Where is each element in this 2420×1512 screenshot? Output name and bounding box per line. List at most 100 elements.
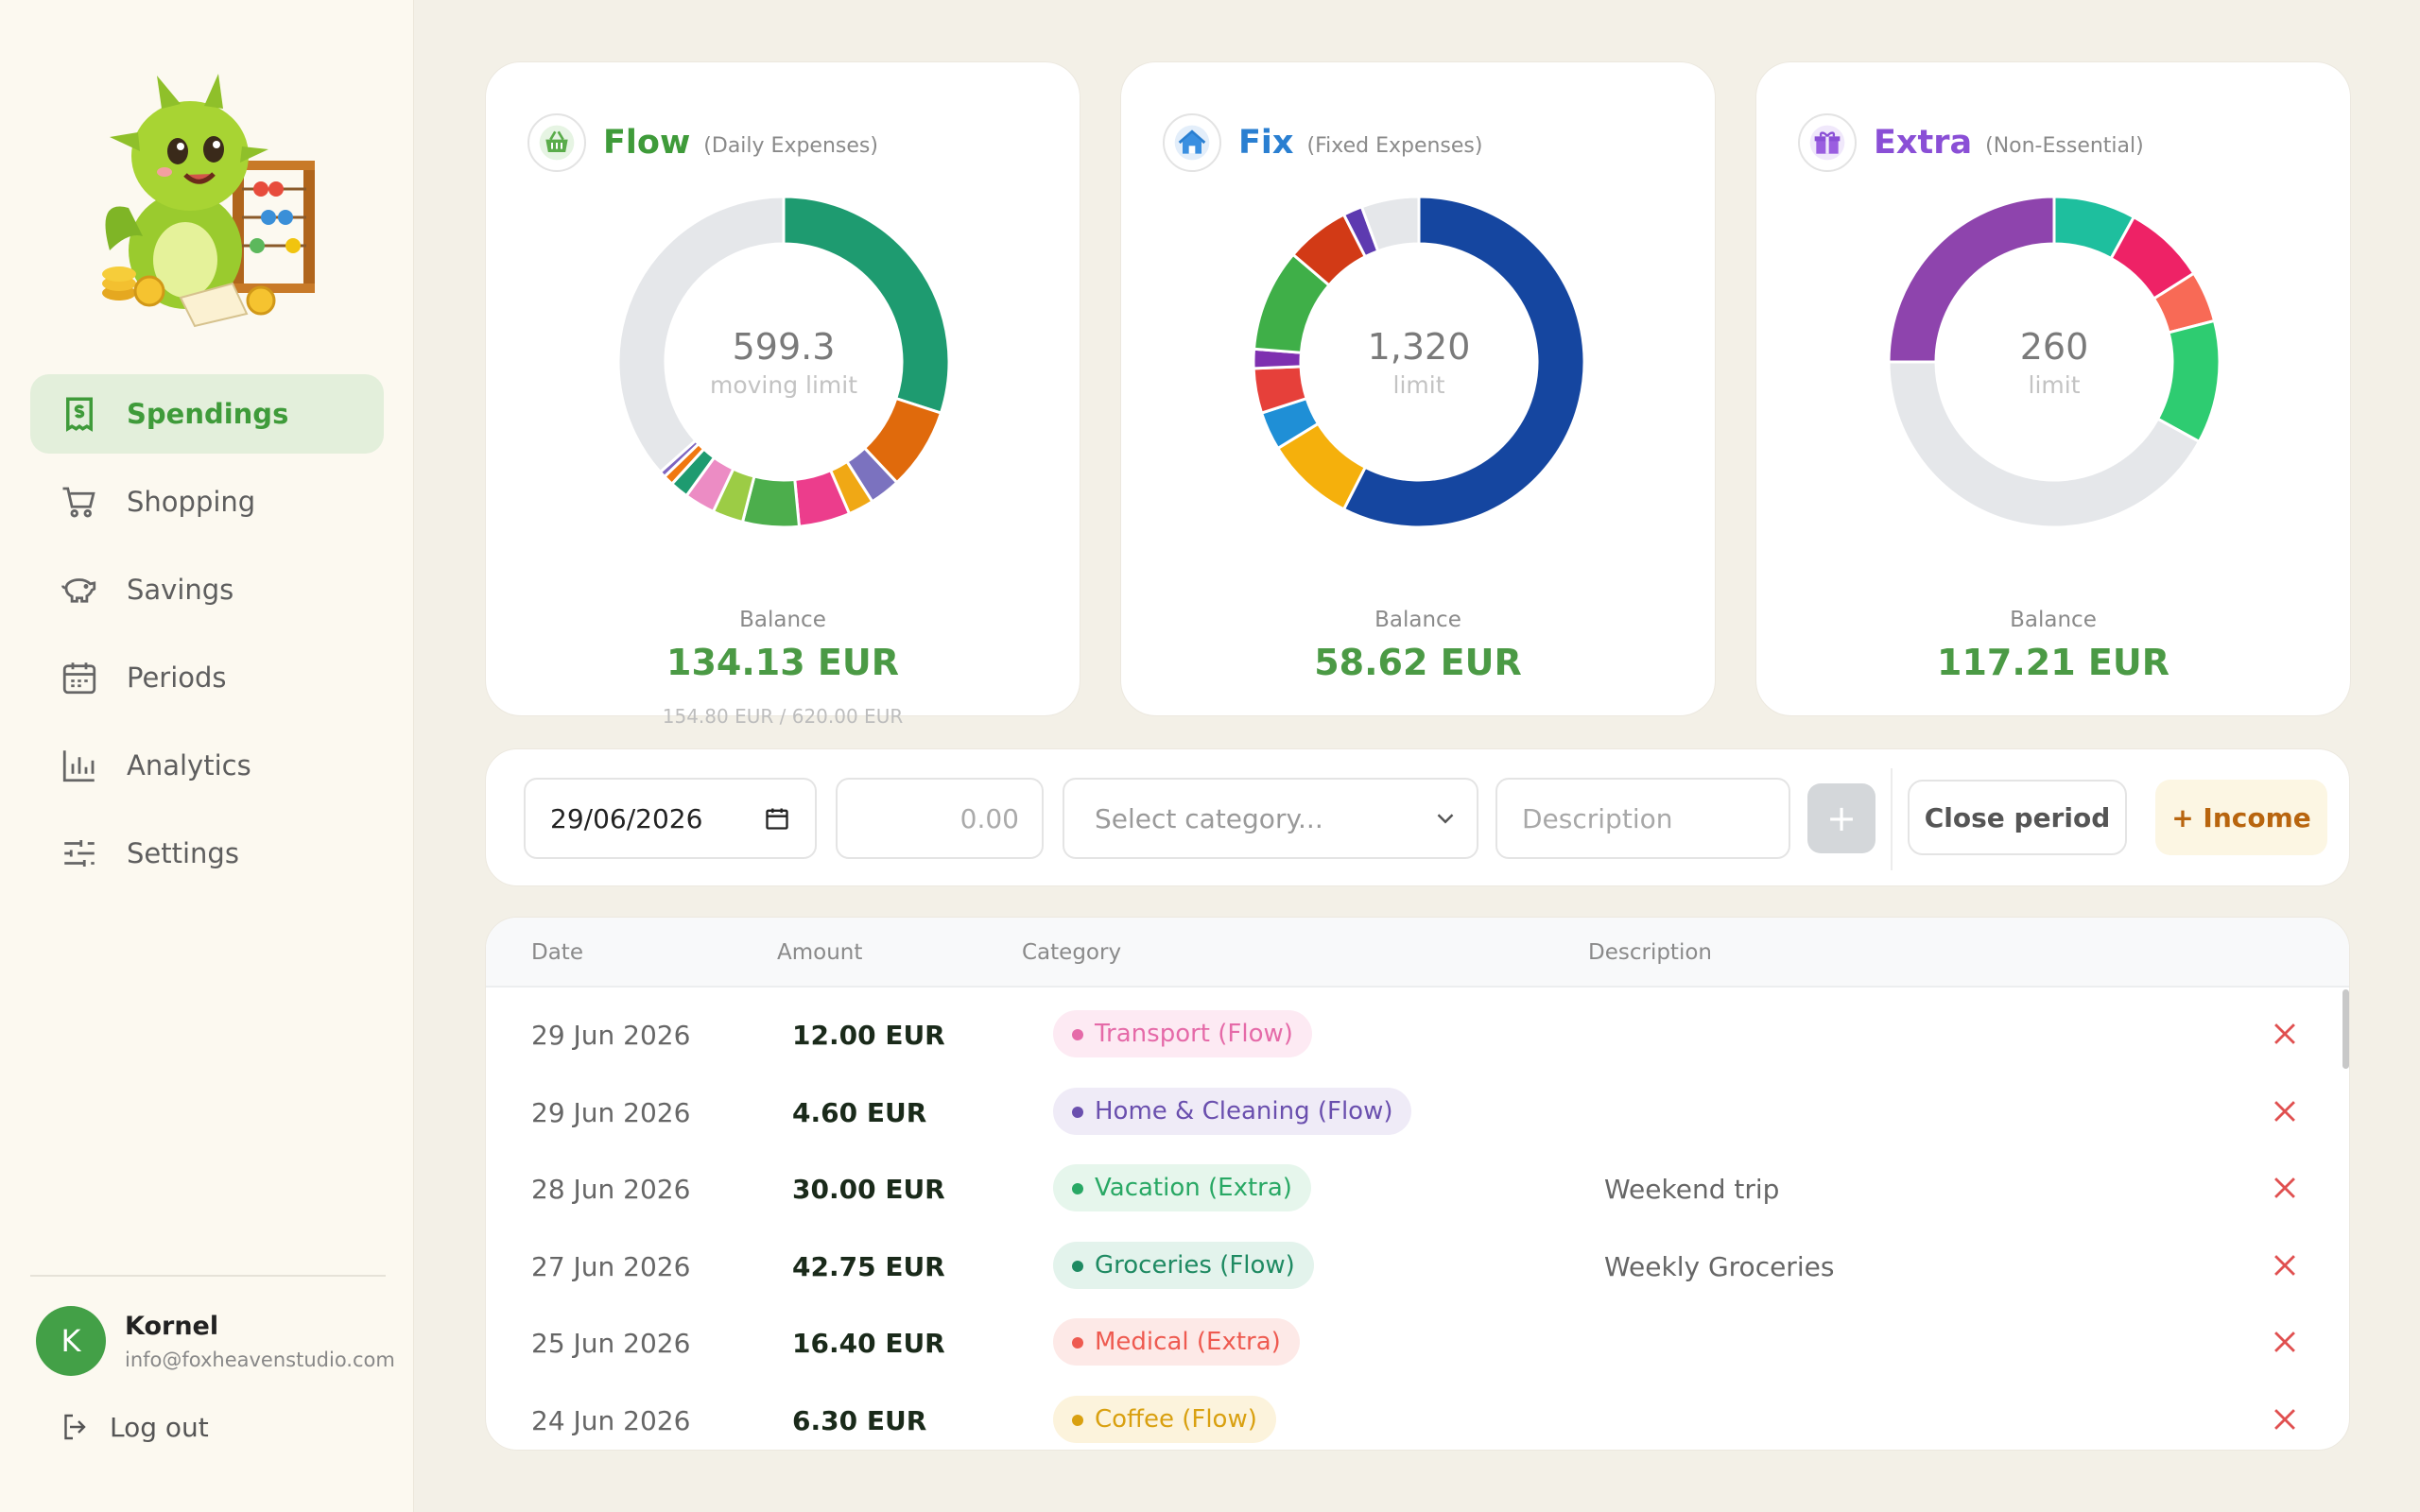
category-label: Transport (Flow) (1095, 1020, 1293, 1048)
sidebar-item-periods[interactable]: Periods (30, 638, 384, 717)
category-dot (1072, 1260, 1083, 1272)
logout-icon (64, 1414, 86, 1440)
sidebar-item-label: Shopping (127, 486, 256, 518)
row-date: 24 Jun 2026 (531, 1404, 691, 1436)
category-badge: Vacation (Extra) (1053, 1164, 1311, 1211)
row-amount: 4.60 EUR (792, 1096, 927, 1128)
column-header-amount: Amount (777, 940, 863, 965)
row-date: 25 Jun 2026 (531, 1328, 691, 1359)
table-row[interactable]: 28 Jun 2026 30.00 EUR Vacation (Extra) Week… (486, 1151, 2349, 1228)
user-email: info@foxheavenstudio.com (125, 1348, 395, 1371)
delete-icon[interactable] (2269, 1249, 2301, 1281)
table-row[interactable]: 29 Jun 2026 12.00 EUR Transport (Flow) (486, 997, 2349, 1074)
fix-card: Fix (Fixed Expenses) 1,320 limit Balance… (1120, 61, 1716, 716)
delete-icon[interactable] (2269, 1403, 2301, 1435)
card-subtitle: (Non-Essential) (1985, 133, 2144, 158)
avatar: K (36, 1306, 106, 1376)
piggy-bank-icon (59, 569, 100, 610)
donut-value: 599.3 (732, 325, 836, 368)
card-title: Flow (603, 124, 691, 162)
table-header: Date Amount Category Description (486, 918, 2349, 988)
add-income-button[interactable]: + Income (2155, 780, 2327, 855)
balance-label: Balance (1374, 608, 1461, 632)
amount-placeholder: 0.00 (959, 802, 1019, 834)
balance-value: 134.13 EUR (666, 642, 899, 683)
balance-label: Balance (739, 608, 826, 632)
donut-segment (616, 195, 786, 474)
table-row[interactable]: 29 Jun 2026 4.60 EUR Home & Cleaning (Flow… (486, 1074, 2349, 1152)
table-row[interactable]: 27 Jun 2026 42.75 EUR Groceries (Flow) Week… (486, 1228, 2349, 1306)
amount-input[interactable]: 0.00 (836, 778, 1044, 859)
add-expense-button[interactable]: + (1807, 783, 1876, 853)
date-input[interactable]: 29/06/2026 (524, 778, 817, 859)
category-placeholder: Select category... (1095, 802, 1323, 834)
sidebar-item-label: Analytics (127, 749, 251, 782)
balance-detail: 154.80 EUR / 620.00 EUR (662, 705, 904, 728)
delete-icon[interactable] (2269, 1095, 2301, 1127)
house-icon (1163, 113, 1221, 172)
logout-button[interactable]: Log out (59, 1410, 209, 1444)
card-subtitle: (Fixed Expenses) (1306, 133, 1483, 158)
category-label: Home & Cleaning (Flow) (1095, 1096, 1393, 1125)
category-badge: Home & Cleaning (Flow) (1053, 1087, 1412, 1135)
logout-label: Log out (110, 1411, 209, 1443)
description-input[interactable]: Description (1495, 778, 1790, 859)
sidebar-item-spendings[interactable]: Spendings (30, 374, 384, 454)
balance-label: Balance (2010, 608, 2097, 632)
extra-card: Extra (Non-Essential) 260 limit Balance … (1755, 61, 2351, 716)
card-subtitle: (Daily Expenses) (703, 133, 878, 158)
sidebar-item-shopping[interactable]: Shopping (30, 462, 384, 541)
sidebar-item-savings[interactable]: Savings (30, 550, 384, 629)
row-date: 28 Jun 2026 (531, 1174, 691, 1205)
category-dot (1072, 1183, 1083, 1194)
row-amount: 42.75 EUR (792, 1250, 945, 1282)
column-header-category: Category (1022, 940, 1122, 965)
receipt-dollar-icon (59, 393, 100, 435)
donut-label: limit (1392, 370, 1445, 399)
category-label: Groceries (Flow) (1095, 1250, 1295, 1280)
card-title: Extra (1874, 124, 1973, 162)
category-label: Vacation (Extra) (1095, 1174, 1292, 1202)
category-dot (1072, 1337, 1083, 1349)
row-amount: 16.40 EUR (792, 1328, 945, 1359)
sidebar-item-settings[interactable]: Settings (30, 814, 384, 893)
delete-icon[interactable] (2269, 1172, 2301, 1204)
scrollbar[interactable] (2342, 989, 2349, 1069)
sidebar-item-label: Periods (127, 662, 227, 694)
expenses-table: Date Amount Category Description 29 Jun … (485, 917, 2350, 1451)
row-amount: 30.00 EUR (792, 1174, 945, 1205)
flow-card: Flow (Daily Expenses) 599.3 moving limit… (485, 61, 1080, 728)
dragon-mascot-logo (91, 57, 327, 331)
table-row[interactable]: 24 Jun 2026 6.30 EUR Coffee (Flow) (486, 1383, 2349, 1451)
sidebar-item-analytics[interactable]: Analytics (30, 726, 384, 805)
delete-icon[interactable] (2269, 1018, 2301, 1050)
delete-icon[interactable] (2269, 1326, 2301, 1358)
row-amount: 12.00 EUR (792, 1020, 945, 1051)
category-badge: Groceries (Flow) (1053, 1241, 1314, 1289)
extra-donut-chart: 260 limit (1887, 195, 2221, 529)
donut-segment (1359, 195, 1421, 253)
donut-segment (1887, 195, 2056, 364)
category-badge: Coffee (Flow) (1053, 1395, 1276, 1443)
row-date: 29 Jun 2026 (531, 1020, 691, 1051)
row-description: Weekly Groceries (1604, 1250, 1835, 1282)
donut-value: 260 (2019, 325, 2089, 368)
description-placeholder: Description (1522, 802, 1673, 834)
donut-label: limit (2028, 370, 2081, 399)
user-profile[interactable]: K Kornel info@foxheavenstudio.com (36, 1306, 395, 1376)
sidebar-nav: Spendings Shopping Savings Periods Analy… (30, 374, 384, 902)
category-badge: Medical (Extra) (1053, 1318, 1300, 1366)
cart-icon (59, 481, 100, 523)
calendar-icon[interactable] (764, 805, 790, 832)
calendar-icon (59, 657, 100, 698)
close-period-button[interactable]: Close period (1908, 780, 2127, 855)
table-row[interactable]: 25 Jun 2026 16.40 EUR Medical (Extra) (486, 1305, 2349, 1383)
category-label: Coffee (Flow) (1095, 1404, 1257, 1434)
donut-segment (1341, 195, 1586, 529)
date-value: 29/06/2026 (550, 802, 703, 834)
gift-icon (1798, 113, 1857, 172)
donut-value: 1,320 (1367, 325, 1471, 368)
category-dot (1072, 1106, 1083, 1118)
fix-donut-chart: 1,320 limit (1252, 195, 1586, 529)
category-select[interactable]: Select category... (1063, 778, 1478, 859)
